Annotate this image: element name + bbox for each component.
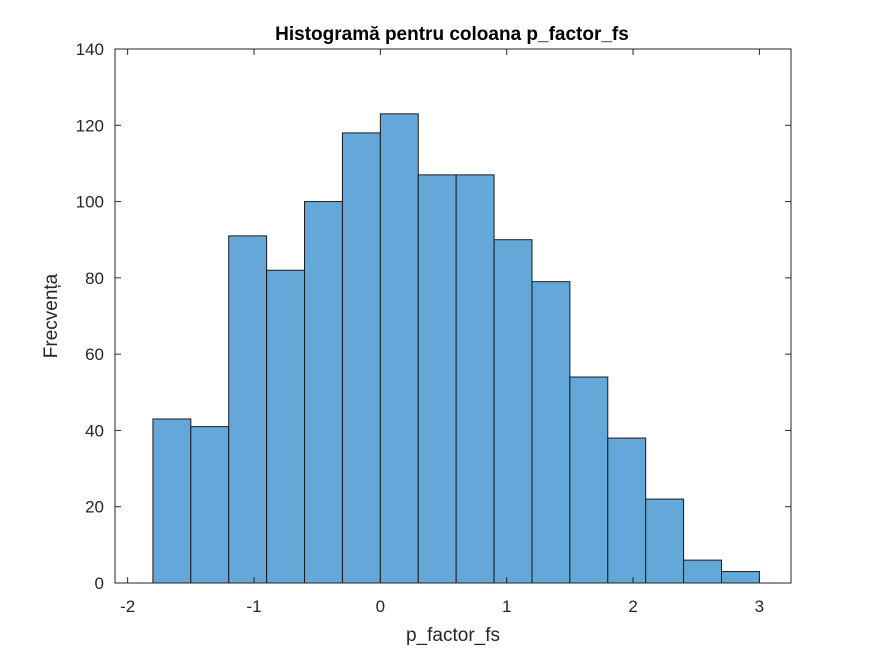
x-tick-label: 0: [376, 597, 385, 616]
histogram-bar-13: [607, 437, 647, 584]
histogram-bar-5: [304, 201, 343, 584]
histogram-bar-3: [228, 235, 268, 584]
histogram-bar-15: [683, 559, 723, 584]
histogram-bar-4: [266, 269, 306, 584]
histogram-bar-1: [152, 418, 192, 584]
histogram-bar-6: [341, 132, 381, 584]
y-tick-label: 20: [85, 498, 104, 517]
plot-area-border: [114, 48, 792, 584]
y-tick-label: 60: [85, 345, 104, 364]
histogram-bar-8: [417, 174, 457, 584]
y-tick-label: 40: [85, 421, 104, 440]
y-tick-label: 80: [85, 269, 104, 288]
histogram-bar-9: [455, 174, 495, 584]
histogram-bar-16: [721, 571, 760, 584]
y-tick-label: 100: [76, 193, 104, 212]
x-tick-label: -1: [246, 597, 261, 616]
histogram-bar-10: [493, 239, 533, 584]
histogram-bar-2: [190, 426, 230, 584]
histogram-bar-14: [645, 498, 685, 584]
x-axis-label: p_factor_fs: [406, 625, 500, 646]
y-axis-ticks: 0 20 40 60 80 100 120 140: [76, 40, 791, 593]
histogram-bar-7: [379, 113, 419, 584]
x-tick-label: -2: [120, 597, 135, 616]
y-tick-label: 120: [76, 116, 104, 135]
chart-title: Histogramă pentru coloana p_factor_fs: [275, 24, 629, 45]
y-tick-label: 0: [95, 574, 104, 593]
y-axis-label: Frecvența: [41, 273, 62, 358]
x-axis-ticks: -2 -1 0 1 2 3: [120, 49, 764, 616]
y-tick-label: 140: [76, 40, 104, 59]
x-tick-label: 3: [755, 597, 764, 616]
bars-group: [152, 113, 760, 584]
x-tick-label: 1: [502, 597, 511, 616]
histogram-bar-11: [531, 281, 571, 584]
x-tick-label: 2: [628, 597, 637, 616]
histogram-bar-12: [569, 376, 609, 584]
